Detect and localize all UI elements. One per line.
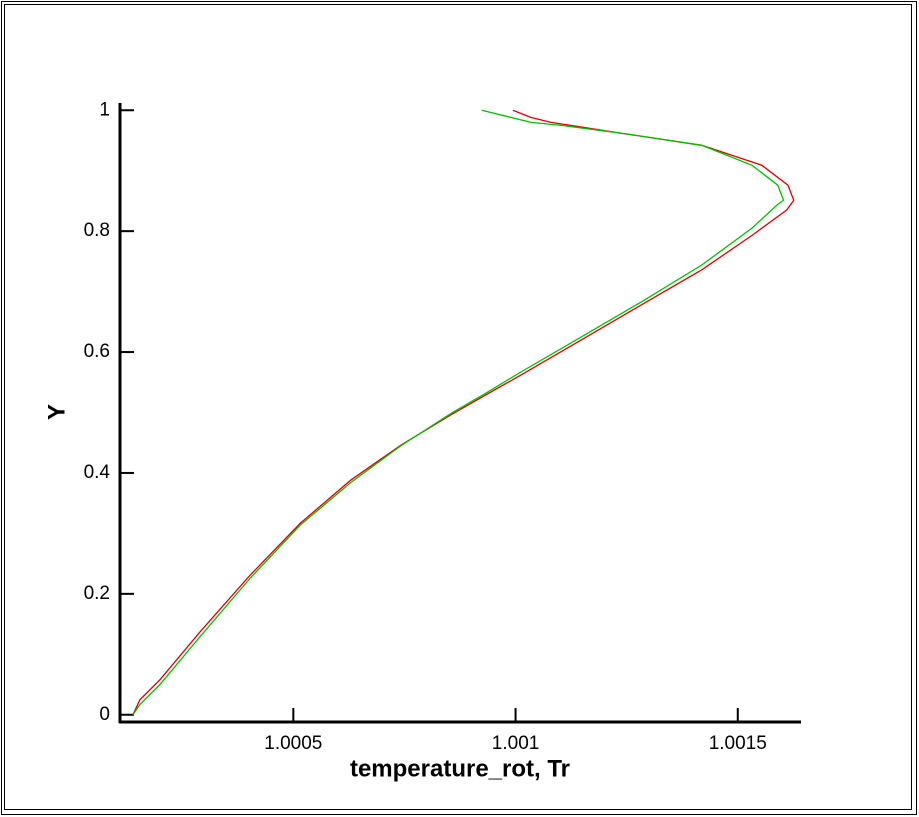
- inner-frame: [4, 4, 912, 810]
- data-line: [132, 109, 795, 716]
- x-tick-label: 1.001: [492, 733, 540, 754]
- y-axis-label: Y: [43, 404, 70, 420]
- y-tick-label: 0.2: [84, 583, 110, 604]
- y-tick-label: 0: [99, 704, 110, 725]
- x-tick-label: 1.0015: [709, 733, 767, 754]
- data-line: [132, 109, 785, 716]
- y-tick-label: 0.4: [84, 462, 111, 483]
- y-tick-label: 1: [99, 99, 110, 120]
- x-axis-label: temperature_rot, Tr: [350, 755, 570, 782]
- y-tick-label: 0.6: [84, 341, 110, 362]
- y-tick-label: 0.8: [84, 220, 110, 241]
- x-tick-label: 1.0005: [264, 733, 322, 754]
